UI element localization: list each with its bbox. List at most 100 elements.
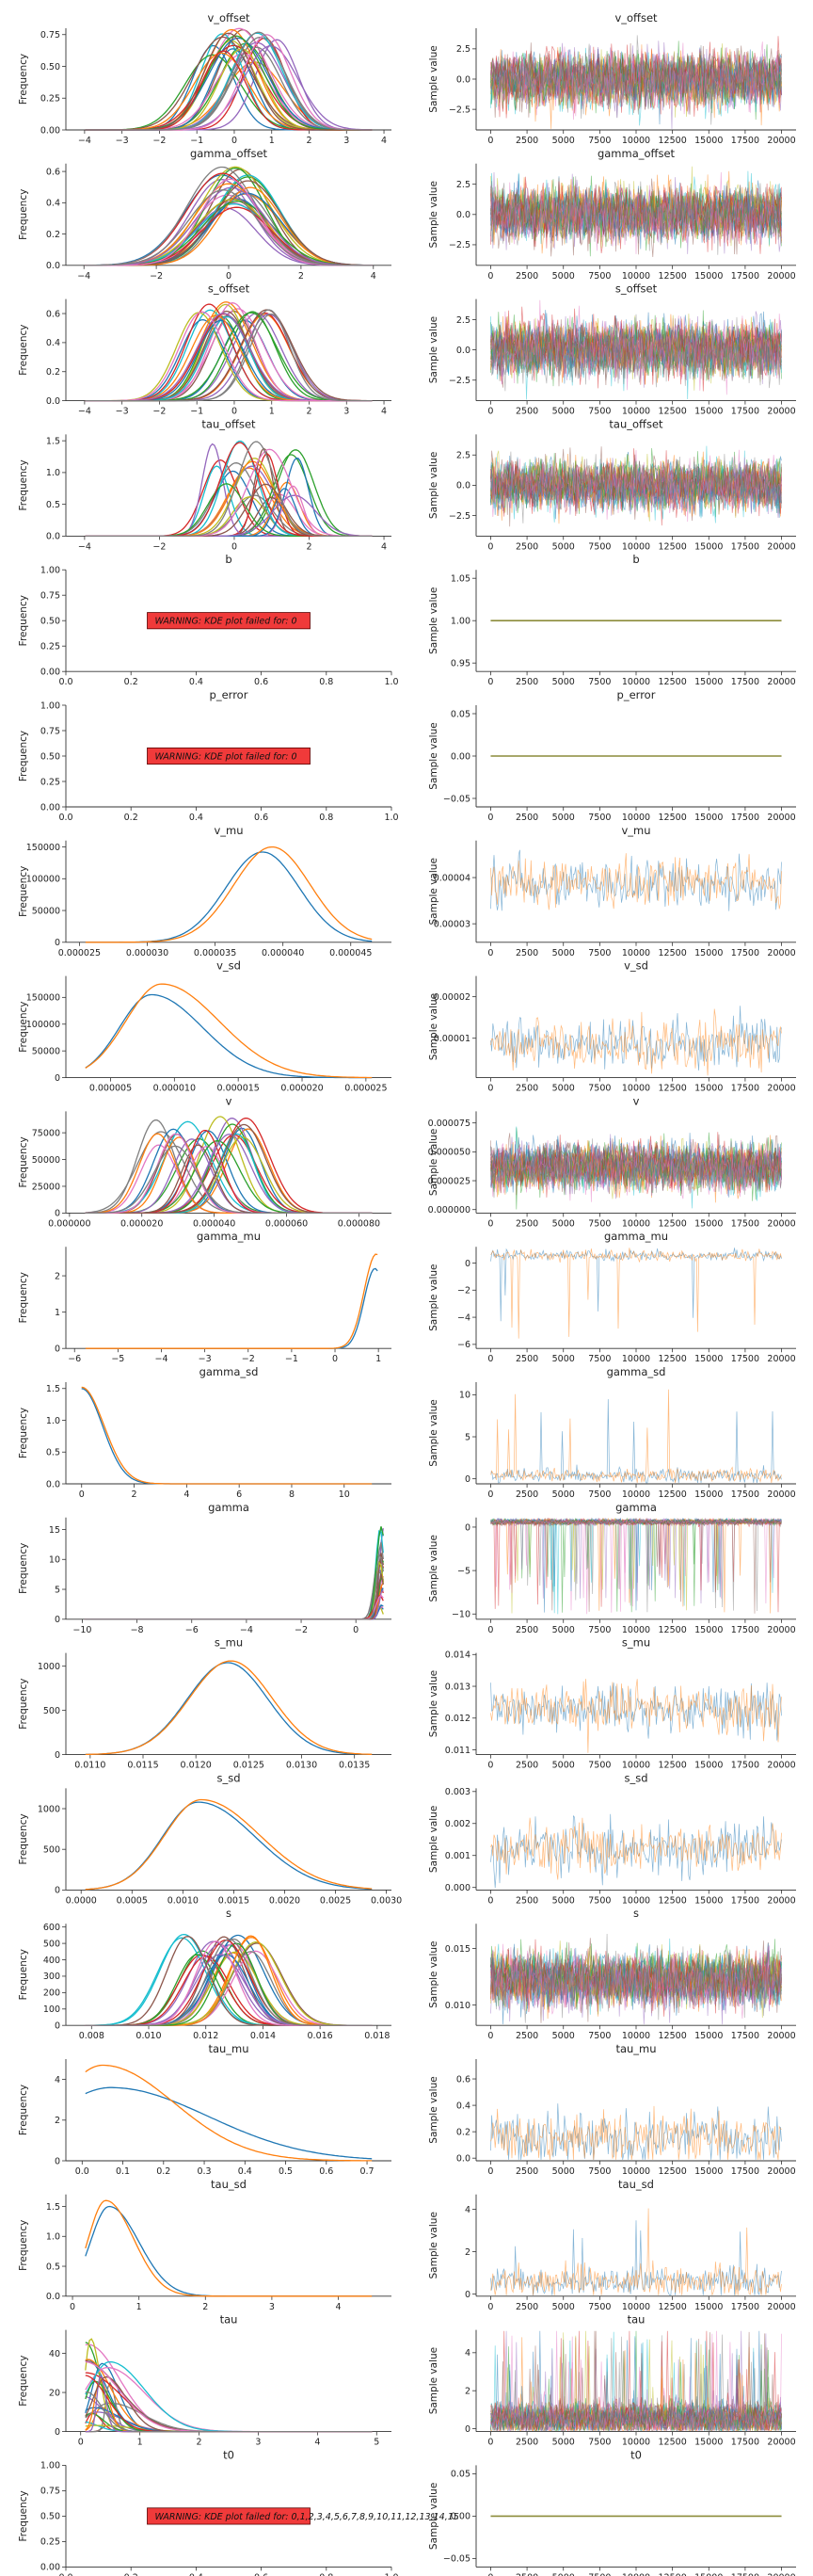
kde-curve (85, 186, 373, 266)
kde-x-tick-label: 0.0 (58, 677, 72, 687)
trace-x-tick-label: 0 (487, 813, 493, 823)
trace-y-tick-label: −5 (457, 1566, 470, 1576)
trace-x-tick-label: 2500 (516, 1625, 538, 1635)
trace-y-tick-label: 0.002 (445, 1819, 470, 1829)
kde-curve (85, 1582, 384, 1620)
trace-y-tick-label: 0.0 (456, 74, 470, 85)
trace-panel: 0 2500 5000 7500 10000 12500 15000 17500 20000 −0… (428, 688, 796, 823)
kde-x-tick-label: 0.008 (79, 2031, 104, 2041)
trace-x-tick-label: 2500 (516, 1218, 538, 1229)
kde-panel: −4 −3 −2 −1 0 1 2 3 4 0.00 0.25 0.50 0.75 v_offset Fre… (18, 11, 391, 146)
kde-y-tick-label: 0.50 (40, 2512, 60, 2522)
kde-x-tick-label: 0.0020 (269, 1895, 300, 1906)
kde-curve (85, 31, 373, 131)
trace-x-tick-label: 10000 (622, 136, 650, 146)
panel-row-t0: 0.0 0.2 0.4 0.6 0.8 1.0 0.00 0.25 0.50 0.75 1.00 t0… (18, 2448, 796, 2576)
kde-x-tick-label: 2 (202, 2302, 208, 2312)
kde-x-tick-label: −2 (295, 1625, 308, 1635)
kde-curve (85, 180, 373, 266)
trace-x-tick-label: 10000 (622, 2302, 650, 2312)
trace-line (490, 1517, 782, 1602)
trace-y-tick-label: −2.5 (449, 511, 470, 522)
kde-curve (85, 54, 373, 131)
kde-title: tau (220, 2313, 238, 2326)
kde-y-tick-label: 0.00 (40, 668, 60, 678)
kde-x-tick-label: −1 (190, 136, 203, 146)
kde-y-tick-label: 0.00 (40, 125, 60, 136)
kde-curve (85, 203, 373, 266)
trace-x-tick-label: 5000 (552, 1084, 575, 1094)
trace-line (490, 326, 782, 386)
kde-x-tick-label: 0.0030 (371, 1895, 402, 1906)
kde-x-tick-label: 0.0110 (74, 1761, 105, 1771)
trace-panel: 0 2500 5000 7500 10000 12500 15000 17500 20000 0.… (428, 1094, 796, 1229)
trace-x-tick-label: 0 (487, 2572, 493, 2576)
trace-x-tick-label: 7500 (588, 1761, 611, 1771)
kde-title: gamma_offset (190, 147, 268, 160)
trace-x-tick-label: 15000 (694, 677, 723, 687)
kde-curve (85, 1567, 384, 1620)
trace-y-tick-label: 0.00 (451, 751, 470, 762)
trace-y-tick-label: 0.4 (456, 2101, 470, 2111)
trace-x-tick-label: 20000 (767, 1354, 795, 1364)
kde-x-tick-label: 0.6 (254, 677, 268, 687)
trace-y-tick-label: 0.000025 (428, 1176, 470, 1186)
panel-row-gamma-sd: 0 2 4 6 8 10 0.0 0.5 1.0 1.5 gamma_sd Frequency 0 250… (18, 1365, 796, 1500)
trace-line (490, 2361, 782, 2432)
panel-row-v-offset: −4 −3 −2 −1 0 1 2 3 40.000.250.500.75v_offsetFre… (18, 11, 796, 146)
kde-curve (85, 1660, 373, 1756)
trace-x-tick-label: 0 (487, 407, 493, 417)
kde-y-tick-label: 0.50 (40, 617, 60, 627)
trace-y-tick-label: 0.00002 (434, 992, 470, 1003)
trace-x-tick-label: 20000 (767, 2031, 795, 2041)
kde-x-tick-label: 0.4 (238, 2166, 252, 2177)
trace-x-tick-label: 20000 (767, 2166, 795, 2177)
trace-title: gamma_offset (598, 147, 676, 160)
kde-curve (85, 1568, 384, 1620)
kde-curve (85, 174, 373, 266)
trace-y-tick-label: 2 (465, 2386, 470, 2396)
panel-row-v-sd: 0.000005 0.000010 0.000015 0.000020 0.000025… (18, 959, 796, 1094)
kde-x-tick-label: 4 (381, 541, 387, 552)
kde-curve (85, 52, 373, 131)
trace-x-tick-label: 7500 (588, 1354, 611, 1364)
trace-x-tick-label: 15000 (694, 2572, 723, 2576)
kde-curve (81, 1386, 373, 1485)
kde-x-tick-label: −3 (116, 136, 129, 146)
kde-title: b (225, 553, 231, 566)
kde-curve (85, 1573, 384, 1620)
kde-y-label: Frequency (18, 595, 29, 646)
kde-x-tick-label: 1 (269, 136, 275, 146)
kde-x-tick-label: 0.0135 (339, 1761, 370, 1771)
kde-x-tick-label: 4 (183, 1489, 189, 1500)
trace-y-tick-label: 2 (465, 2247, 470, 2258)
kde-curve (85, 172, 373, 266)
kde-y-label: Frequency (18, 189, 29, 240)
kde-x-tick-label: 1 (375, 1354, 381, 1364)
kde-x-tick-label: 4 (371, 271, 376, 282)
trace-x-tick-label: 2500 (516, 2302, 538, 2312)
trace-line (490, 2330, 782, 2432)
kde-title: tau_mu (208, 2042, 248, 2055)
kde-x-tick-label: 2 (306, 136, 311, 146)
trace-x-tick-label: 12500 (659, 2438, 687, 2448)
trace-y-label: Sample value (428, 2212, 439, 2278)
trace-y-tick-label: 2.5 (456, 180, 470, 190)
trace-x-tick-label: 0 (487, 136, 493, 146)
trace-panel: 0 2500 5000 7500 10000 12500 15000 17500 20000 0 5… (428, 1365, 796, 1500)
kde-x-tick-label: 0.4 (189, 2572, 203, 2576)
kde-curve (85, 1605, 384, 1620)
kde-x-tick-label: 0.0 (58, 2572, 72, 2576)
trace-x-tick-label: 2500 (516, 813, 538, 823)
trace-title: v_offset (614, 11, 658, 24)
trace-x-tick-label: 2500 (516, 136, 538, 146)
trace-x-tick-label: 7500 (588, 2302, 611, 2312)
trace-y-label: Sample value (428, 181, 439, 248)
trace-y-label: Sample value (428, 1941, 439, 2008)
kde-curve (85, 441, 373, 538)
kde-panel: 0.0 0.2 0.4 0.6 0.8 1.0 0.00 0.25 0.50 0.75 1.00 t0… (18, 2448, 459, 2576)
panel-row-s-mu: 0.0110 0.0115 0.0120 0.0125 0.0130 0.01350500… (18, 1636, 796, 1771)
kde-x-tick-label: 2 (197, 2438, 202, 2448)
trace-x-tick-label: 20000 (767, 1761, 795, 1771)
kde-curve (85, 2199, 373, 2297)
